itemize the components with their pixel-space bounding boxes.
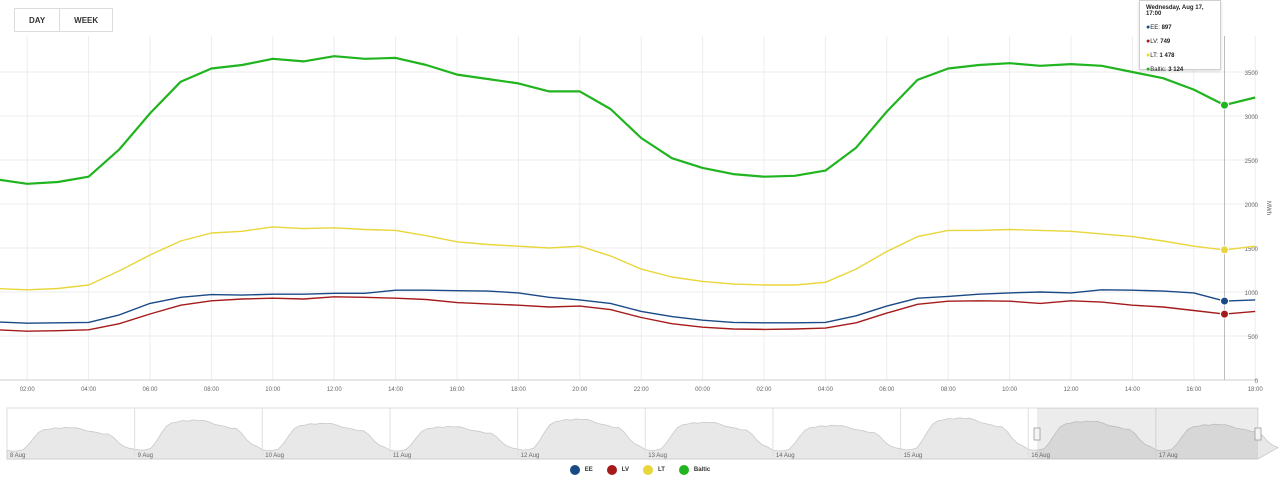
x-tick-label: 00:00 — [695, 387, 711, 393]
x-tick-label: 12:00 — [1063, 387, 1079, 393]
series-line-ee[interactable] — [0, 289, 1256, 324]
x-tick-label: 02:00 — [756, 387, 772, 393]
tooltip-value-ee: 897 — [1161, 25, 1172, 31]
highlight-point-ee[interactable] — [1220, 296, 1229, 306]
tooltip-value-lv: 749 — [1160, 39, 1171, 45]
x-tick-label: 14:00 — [388, 387, 404, 393]
navigator-date-label: 14 Aug — [776, 453, 795, 459]
navigator-date-label: 12 Aug — [521, 453, 540, 459]
legend-label-lt: LT — [658, 467, 665, 473]
legend-item-ee[interactable]: EE — [569, 465, 593, 475]
tooltip-label-lt: LT — [1150, 53, 1157, 59]
x-tick-label: 08:00 — [941, 387, 957, 393]
y-tick-label: 0 — [1255, 379, 1259, 385]
x-tick-label: 22:00 — [634, 387, 650, 393]
y-axis-title: MWh — [1265, 201, 1271, 215]
navigator-handle-left[interactable] — [1033, 427, 1041, 441]
navigator-date-label: 11 Aug — [393, 453, 411, 459]
y-tick-label: 3000 — [1245, 115, 1259, 121]
tooltip-row-ee: ●EE: 897 — [1146, 24, 1172, 31]
x-tick-label: 06:00 — [142, 387, 158, 393]
navigator-date-label: 13 Aug — [648, 453, 667, 459]
legend-label-lv: LV — [621, 467, 629, 473]
legend-label-baltic: Baltic — [693, 467, 711, 473]
tooltip-row-lv: ●LV: 749 — [1146, 38, 1171, 45]
y-tick-label: 3500 — [1245, 71, 1259, 77]
x-tick-label: 16:00 — [1186, 387, 1202, 393]
x-tick-label: 02:00 — [20, 387, 36, 393]
navigator-handle-right[interactable] — [1254, 427, 1262, 441]
legend: EE LV LT Baltic — [0, 465, 1280, 475]
x-tick-label: 14:00 — [1125, 387, 1141, 393]
highlight-point-baltic[interactable] — [1220, 100, 1229, 110]
tooltip-title: Wednesday, Aug 17, 17:00 — [1146, 5, 1204, 17]
x-tick-label: 08:00 — [204, 387, 220, 393]
legend-item-baltic[interactable]: Baltic — [678, 465, 711, 475]
navigator-series — [6, 417, 1280, 460]
highlight-point-lt[interactable] — [1220, 245, 1229, 255]
x-tick-label: 12:00 — [327, 387, 343, 393]
x-tick-label: 04:00 — [818, 387, 834, 393]
tooltip-row-lt: ●LT: 1 478 — [1146, 52, 1175, 59]
navigator-date-label: 15 Aug — [904, 453, 923, 459]
tooltip-label-lv: LV — [1150, 39, 1157, 45]
legend-item-lt[interactable]: LT — [643, 465, 665, 475]
x-tick-label: 20:00 — [572, 387, 588, 393]
tooltip-label-ee: EE — [1150, 25, 1159, 31]
day-button[interactable]: DAY — [14, 8, 61, 32]
legend-swatch-lv — [606, 465, 617, 475]
x-tick-label: 18:00 — [1248, 387, 1264, 393]
navigator-date-label: 16 Aug — [1031, 453, 1050, 459]
y-tick-label: 2500 — [1245, 159, 1259, 165]
series-line-baltic[interactable] — [0, 55, 1256, 185]
navigator-date-label: 10 Aug — [265, 453, 284, 459]
navigator-date-label: 17 Aug — [1159, 453, 1178, 459]
tooltip-label-baltic: Baltic — [1150, 67, 1165, 73]
y-tick-label: 500 — [1248, 335, 1259, 341]
navigator-date-label: 8 Aug — [10, 453, 25, 459]
navigator-selection[interactable] — [1037, 408, 1258, 459]
x-tick-label: 10:00 — [1002, 387, 1018, 393]
legend-swatch-baltic — [678, 465, 689, 475]
x-tick-label: 18:00 — [511, 387, 527, 393]
navigator-date-label: 9 Aug — [138, 453, 153, 459]
x-tick-label: 06:00 — [879, 387, 895, 393]
x-tick-label: 04:00 — [81, 387, 97, 393]
series-line-lt[interactable] — [0, 226, 1256, 291]
range-selector: DAY WEEK — [14, 8, 114, 32]
tooltip-value-lt: 1 478 — [1159, 53, 1175, 59]
tooltip: Wednesday, Aug 17, 17:00 ●EE: 897 ●LV: 7… — [1139, 0, 1221, 73]
x-tick-label: 16:00 — [449, 387, 465, 393]
series-line-lv[interactable] — [0, 296, 1256, 332]
y-tick-label: 1500 — [1245, 247, 1259, 253]
tooltip-value-baltic: 3 124 — [1168, 67, 1184, 73]
legend-label-ee: EE — [584, 467, 593, 473]
legend-swatch-lt — [643, 465, 653, 475]
legend-item-lv[interactable]: LV — [606, 465, 629, 475]
legend-swatch-ee — [569, 465, 580, 475]
y-tick-label: 1000 — [1245, 291, 1259, 297]
x-tick-label: 10:00 — [265, 387, 281, 393]
tooltip-row-baltic: ●Baltic: 3 124 — [1146, 66, 1184, 73]
week-button[interactable]: WEEK — [60, 8, 114, 32]
y-tick-label: 2000 — [1245, 203, 1259, 209]
highlight-point-lv[interactable] — [1220, 309, 1229, 319]
